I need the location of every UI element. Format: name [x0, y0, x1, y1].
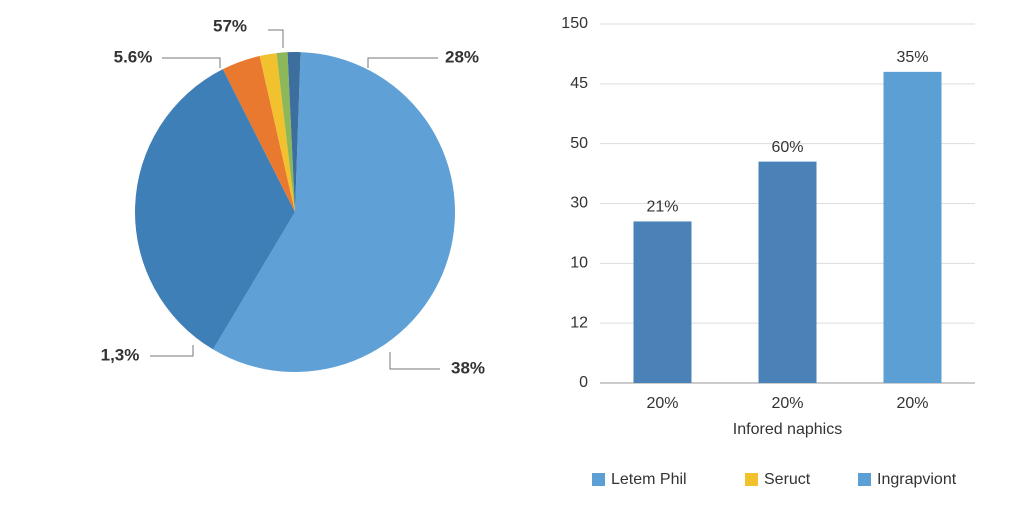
leader-line	[150, 345, 194, 357]
y-tick-label: 45	[570, 75, 588, 92]
bar-label: 21%	[646, 199, 678, 216]
y-tick-label: 50	[570, 135, 588, 152]
bar-label: 60%	[771, 139, 803, 156]
pie-label: 38%	[451, 358, 485, 377]
y-tick-label: 0	[579, 374, 588, 391]
legend-label: Seruct	[764, 471, 811, 488]
leader-line	[268, 29, 284, 48]
bar	[633, 221, 692, 383]
y-tick-label: 12	[570, 314, 588, 331]
leader-line	[162, 57, 221, 68]
leader-line	[367, 57, 438, 68]
legend-label: Letem Phil	[611, 471, 687, 488]
x-axis-label: Infored naphics	[733, 421, 842, 438]
legend-swatch	[858, 473, 871, 486]
bar	[883, 71, 942, 383]
bar	[758, 161, 817, 383]
legend-swatch	[745, 473, 758, 486]
pie-label: 5.6%	[114, 47, 153, 66]
pie-label: 57%	[213, 16, 247, 35]
bar-label: 35%	[896, 49, 928, 66]
pie-label: 28%	[445, 47, 479, 66]
leader-line	[389, 352, 440, 370]
y-tick-label: 10	[570, 255, 588, 272]
y-tick-label: 150	[561, 15, 588, 32]
x-tick-label: 20%	[771, 395, 803, 412]
x-tick-label: 20%	[896, 395, 928, 412]
legend-swatch	[592, 473, 605, 486]
pie-slice	[259, 53, 295, 212]
pie-slice	[287, 52, 301, 213]
pie-slice	[135, 69, 295, 350]
pie-slice	[276, 52, 295, 212]
x-tick-label: 20%	[646, 395, 678, 412]
legend-label: Ingrapviont	[877, 471, 957, 488]
pie-label: 1,3%	[101, 345, 140, 364]
pie-slice	[222, 55, 295, 213]
y-tick-label: 30	[570, 195, 588, 212]
pie-slice	[213, 52, 455, 372]
